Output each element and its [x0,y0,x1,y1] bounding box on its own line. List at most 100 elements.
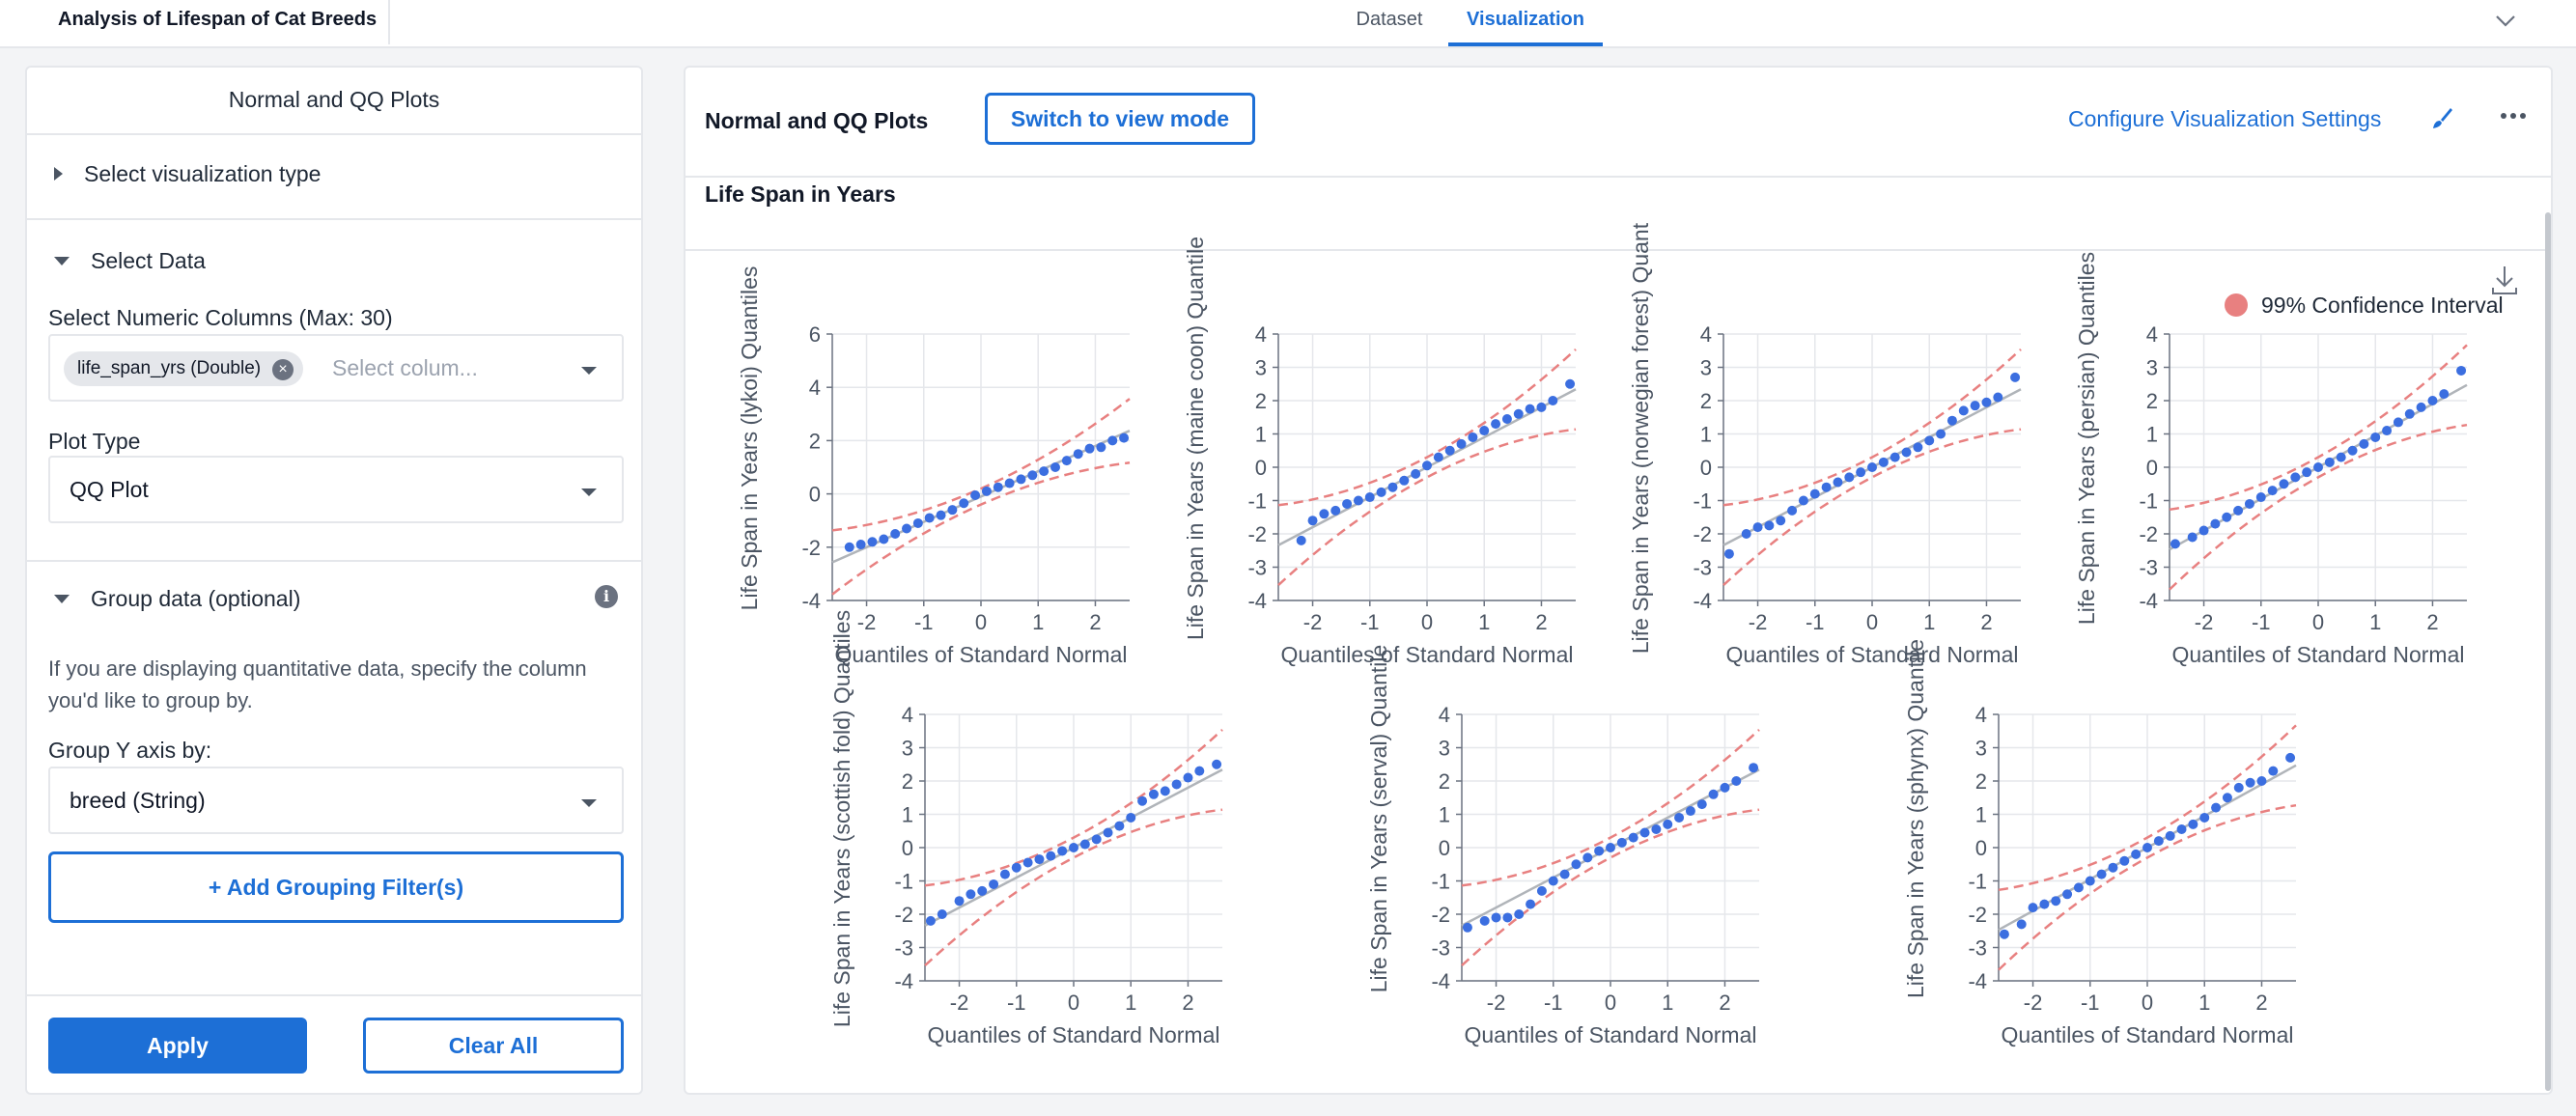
y-tick-label: 2 [902,769,913,794]
qq-point [879,534,889,544]
ci-upper-line [924,728,1223,887]
y-tick-label: 0 [1439,836,1450,860]
qq-point [1936,429,1946,439]
y-tick-label: -4 [2139,589,2158,613]
clear-all-button[interactable]: Clear All [363,1018,624,1074]
y-tick-label: -2 [1431,903,1450,927]
qq-point [1674,812,1685,823]
ci-upper-line [1998,724,2297,892]
tab-visualization[interactable]: Visualization [1448,0,1603,46]
qq-point [2256,776,2267,786]
group-y-select[interactable]: breed (String) [48,767,624,834]
x-tick-label: 0 [1605,990,1616,1015]
group-help-text: If you are displaying quantitative data,… [48,656,587,712]
qq-point [1468,432,1478,442]
add-grouping-filter-button[interactable]: + Add Grouping Filter(s) [48,851,624,923]
qq-point [1160,786,1170,796]
remove-chip-icon[interactable]: × [272,359,294,380]
qq-point [2016,919,2027,930]
section-select-visualization-type[interactable]: Select visualization type [27,154,641,193]
qq-point [2233,782,2244,793]
y-tick-label: 1 [1700,423,1712,447]
x-tick-label: 1 [2369,610,2381,634]
switch-to-view-mode-button[interactable]: Switch to view mode [985,93,1255,145]
qq-point [1103,827,1113,838]
qq-point [2324,457,2335,467]
dropdown-caret-icon[interactable] [581,488,597,496]
qq-point [936,510,946,520]
divider [27,560,641,562]
y-tick-label: 0 [809,483,821,507]
y-tick-label: -3 [894,936,913,961]
qq-point [1606,843,1615,852]
info-icon[interactable]: i [595,585,618,608]
qq-point [1107,435,1118,446]
legend-label: 99% Confidence Interval [2261,293,2504,318]
section-group-data[interactable]: Group data (optional) [27,579,641,618]
y-tick-label: 1 [1439,803,1450,827]
qq-point [1776,516,1786,526]
qq-point [2211,802,2222,813]
download-icon[interactable] [2492,266,2517,294]
column-search-placeholder[interactable]: Select colum... [332,355,478,380]
x-tick-label: -1 [1806,610,1825,634]
plot-type-select[interactable]: QQ Plot [48,456,624,523]
qq-point [1526,899,1536,909]
qq-point [1411,468,1421,479]
y-tick-label: 3 [1255,356,1267,380]
qq-point [2439,389,2450,400]
qq-point [1073,449,1083,460]
qq-point [2404,408,2415,419]
qq-point [1501,413,1512,424]
qq-point [1924,435,1935,446]
qq-point [1639,827,1650,838]
qq-point [867,537,878,547]
qq-point [959,498,969,509]
y-tick-label: -2 [1968,903,1987,927]
qq-point [2108,862,2118,873]
y-tick-label: 1 [1255,423,1267,447]
qq-point [1525,404,1535,414]
qq-point [1027,470,1038,481]
qq-point [1999,929,2009,939]
qq-point [1513,408,1524,419]
configure-visualization-link[interactable]: Configure Visualization Settings [2068,106,2382,131]
dropdown-caret-icon[interactable] [581,367,597,375]
caret-right-icon [54,167,63,181]
tab-dataset[interactable]: Dataset [1356,9,1423,30]
chevron-down-icon[interactable] [2495,10,2516,31]
x-tick-label: -1 [2252,610,2271,634]
y-tick-label: 2 [809,429,821,453]
selected-column-chip: life_span_yrs (Double) × [64,351,304,386]
qq-point [1536,402,1547,412]
visualization-panel: Normal and QQ Plots Switch to view mode … [684,66,2553,1095]
x-tick-label: 2 [1719,990,1730,1015]
x-tick-label: -1 [914,610,934,634]
x-tick-label: -2 [1749,610,1768,634]
vertical-scrollbar[interactable] [2545,212,2551,1091]
numeric-columns-select[interactable]: life_span_yrs (Double) × Select colum... [48,334,624,402]
apply-button[interactable]: Apply [48,1018,307,1074]
qq-point [1194,766,1205,776]
brush-icon[interactable] [2429,106,2454,131]
y-tick-label: 0 [1255,456,1267,480]
more-options-icon[interactable] [2499,106,2528,126]
dropdown-caret-icon[interactable] [581,799,597,807]
caret-down-icon [54,256,70,265]
y-tick-label: 1 [2146,423,2158,447]
qq-point [1731,776,1742,786]
section-select-data[interactable]: Select Data [27,241,641,280]
qq-point [1663,819,1673,829]
qq-point [1565,378,1576,389]
qq-point [1502,912,1513,923]
qq-point [1084,443,1095,454]
x-tick-label: 1 [1478,610,1490,634]
qq-point [2210,518,2221,529]
qq-point [947,505,958,516]
qq-point [1039,466,1050,477]
x-tick-label: -1 [1007,990,1026,1015]
x-tick-label: 0 [2142,990,2153,1015]
qq-point [1296,535,1306,545]
panel-title: Normal and QQ Plots [27,68,641,135]
x-tick-label: 2 [1182,990,1193,1015]
